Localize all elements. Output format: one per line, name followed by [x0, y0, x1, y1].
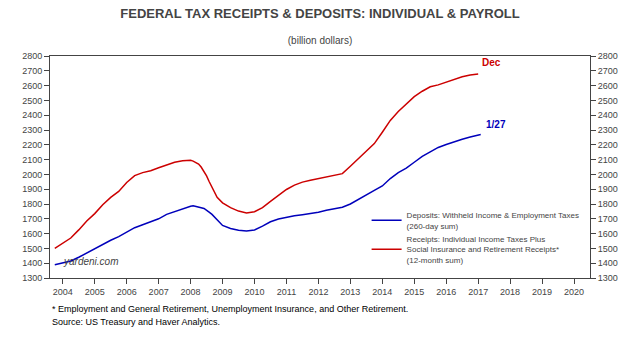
svg-text:2009: 2009 — [213, 287, 233, 297]
svg-text:2000: 2000 — [22, 170, 42, 180]
svg-text:2700: 2700 — [598, 66, 618, 76]
svg-text:1300: 1300 — [22, 273, 42, 283]
svg-text:2600: 2600 — [598, 81, 618, 91]
svg-text:2400: 2400 — [598, 110, 618, 120]
svg-text:1500: 1500 — [598, 244, 618, 254]
svg-text:2017: 2017 — [468, 287, 488, 297]
svg-text:1400: 1400 — [598, 258, 618, 268]
svg-text:1/27: 1/27 — [486, 119, 506, 130]
svg-text:(billion dollars): (billion dollars) — [288, 35, 352, 46]
svg-text:2200: 2200 — [22, 140, 42, 150]
svg-text:2700: 2700 — [22, 66, 42, 76]
svg-text:2011: 2011 — [277, 287, 296, 297]
svg-text:2500: 2500 — [598, 96, 618, 106]
svg-text:1700: 1700 — [598, 214, 618, 224]
svg-text:1600: 1600 — [598, 229, 618, 239]
svg-text:Deposits: Withheld Income & Em: Deposits: Withheld Income & Employment T… — [407, 211, 579, 230]
svg-text:2500: 2500 — [22, 96, 42, 106]
svg-text:2000: 2000 — [598, 170, 618, 180]
svg-text:2014: 2014 — [372, 287, 392, 297]
svg-text:2300: 2300 — [598, 125, 618, 135]
svg-text:2100: 2100 — [598, 155, 618, 165]
svg-text:1500: 1500 — [22, 244, 42, 254]
svg-text:2300: 2300 — [22, 125, 42, 135]
svg-text:2010: 2010 — [244, 287, 264, 297]
svg-text:2005: 2005 — [85, 287, 105, 297]
svg-text:Receipts: Individual Income Ta: Receipts: Individual Income Taxes PlusSo… — [407, 235, 560, 265]
svg-text:2018: 2018 — [500, 287, 520, 297]
svg-text:* Employment and General Retir: * Employment and General Retirement, Une… — [52, 304, 408, 314]
svg-text:1800: 1800 — [22, 199, 42, 209]
svg-text:1800: 1800 — [598, 199, 618, 209]
svg-text:2020: 2020 — [564, 287, 584, 297]
svg-text:2100: 2100 — [22, 155, 42, 165]
svg-text:FEDERAL TAX RECEIPTS & DEPOSIT: FEDERAL TAX RECEIPTS & DEPOSITS: INDIVID… — [120, 6, 519, 21]
svg-text:2004: 2004 — [53, 287, 73, 297]
svg-text:1300: 1300 — [598, 273, 618, 283]
svg-text:2800: 2800 — [598, 51, 618, 61]
svg-text:2800: 2800 — [22, 51, 42, 61]
svg-text:1600: 1600 — [22, 229, 42, 239]
svg-text:yardeni.com: yardeni.com — [63, 256, 118, 267]
svg-text:2200: 2200 — [598, 140, 618, 150]
svg-text:Source: US Treasury and Haver: Source: US Treasury and Haver Analytics. — [52, 317, 220, 327]
svg-text:2006: 2006 — [117, 287, 137, 297]
svg-text:2015: 2015 — [404, 287, 424, 297]
svg-text:2008: 2008 — [181, 287, 201, 297]
svg-text:2019: 2019 — [532, 287, 552, 297]
svg-text:2007: 2007 — [149, 287, 169, 297]
svg-text:2016: 2016 — [436, 287, 456, 297]
svg-text:1700: 1700 — [22, 214, 42, 224]
svg-text:1900: 1900 — [598, 184, 618, 194]
svg-text:1900: 1900 — [22, 184, 42, 194]
svg-text:2013: 2013 — [340, 287, 360, 297]
svg-text:Dec: Dec — [482, 57, 501, 68]
svg-text:2400: 2400 — [22, 110, 42, 120]
svg-text:1400: 1400 — [22, 258, 42, 268]
svg-text:2012: 2012 — [308, 287, 328, 297]
svg-text:2600: 2600 — [22, 81, 42, 91]
